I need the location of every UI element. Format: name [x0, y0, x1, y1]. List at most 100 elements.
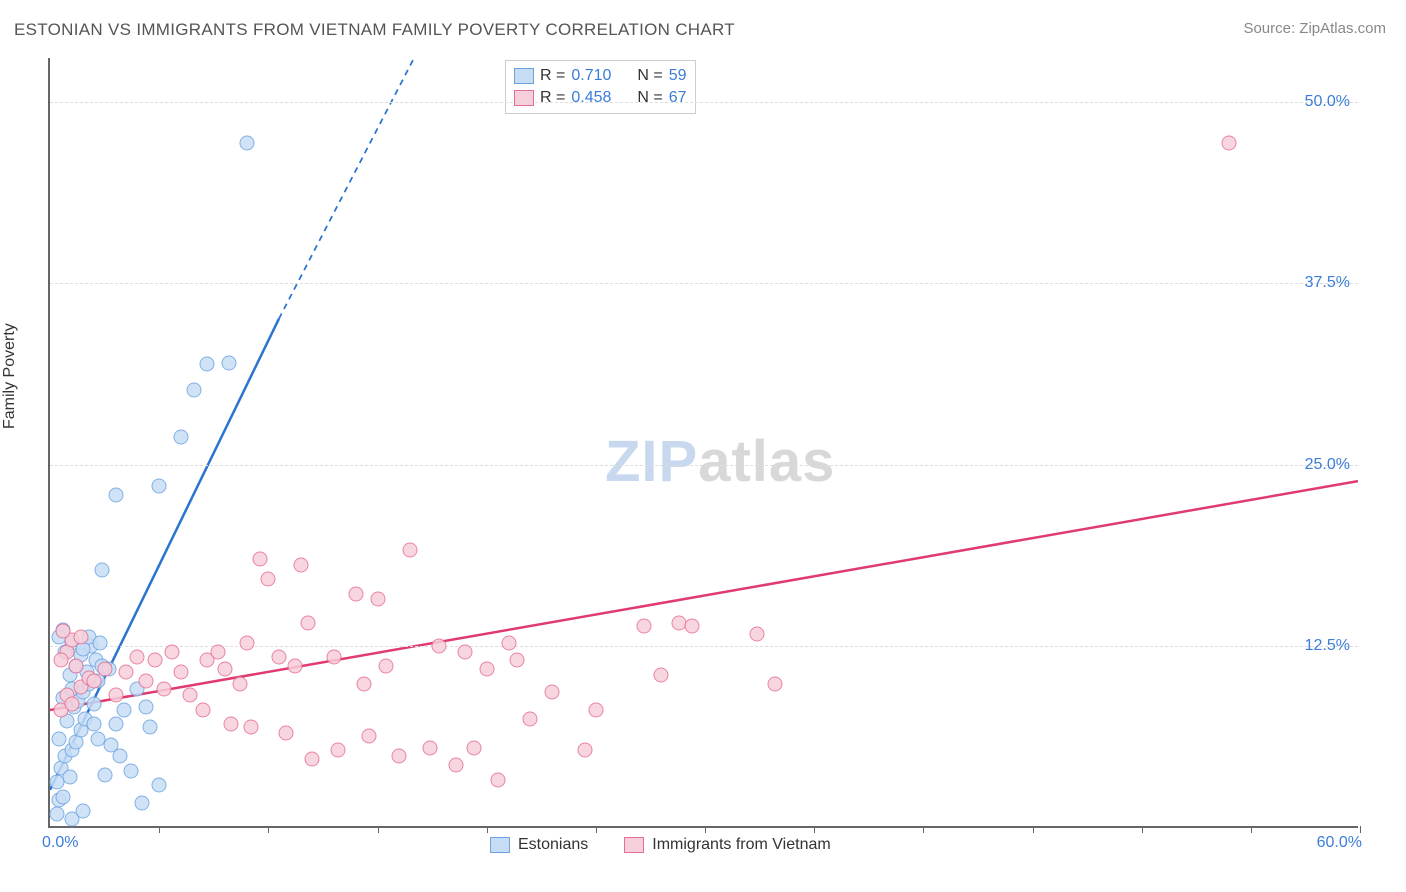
scatter-point-vietnam — [403, 542, 418, 557]
gridline-h — [50, 465, 1358, 466]
r-label: R = — [540, 89, 565, 107]
scatter-point-estonians — [112, 749, 127, 764]
legend-row-estonians: R = 0.710 N = 59 — [514, 65, 687, 87]
scatter-point-vietnam — [239, 635, 254, 650]
scatter-point-vietnam — [361, 728, 376, 743]
scatter-point-vietnam — [510, 653, 525, 668]
chart-title: ESTONIAN VS IMMIGRANTS FROM VIETNAM FAMI… — [14, 20, 735, 40]
plot-area: ZIPatlas R = 0.710 N = 59 R = 0.458 N = … — [48, 58, 1358, 828]
swatch-estonians — [490, 837, 510, 853]
scatter-point-vietnam — [750, 627, 765, 642]
n-value-vietnam: 67 — [669, 89, 687, 107]
gridline-h — [50, 102, 1358, 103]
scatter-point-vietnam — [86, 673, 101, 688]
scatter-point-vietnam — [392, 749, 407, 764]
x-tick — [1251, 826, 1252, 833]
scatter-point-estonians — [152, 479, 167, 494]
r-value-estonians: 0.710 — [571, 67, 611, 85]
scatter-point-estonians — [93, 635, 108, 650]
scatter-point-vietnam — [357, 676, 372, 691]
scatter-point-estonians — [152, 778, 167, 793]
y-axis-label: Family Poverty — [1, 323, 19, 429]
scatter-point-estonians — [62, 769, 77, 784]
scatter-point-vietnam — [326, 650, 341, 665]
scatter-point-vietnam — [56, 624, 71, 639]
scatter-point-vietnam — [261, 572, 276, 587]
scatter-point-vietnam — [195, 702, 210, 717]
scatter-point-vietnam — [767, 676, 782, 691]
n-label: N = — [637, 89, 662, 107]
scatter-point-estonians — [143, 720, 158, 735]
scatter-point-vietnam — [300, 615, 315, 630]
r-value-vietnam: 0.458 — [571, 89, 611, 107]
x-tick — [596, 826, 597, 833]
scatter-point-estonians — [117, 702, 132, 717]
scatter-point-estonians — [123, 763, 138, 778]
scatter-point-vietnam — [119, 665, 134, 680]
scatter-point-estonians — [174, 429, 189, 444]
scatter-point-vietnam — [224, 717, 239, 732]
scatter-point-vietnam — [174, 665, 189, 680]
scatter-point-vietnam — [577, 743, 592, 758]
x-tick — [923, 826, 924, 833]
y-tick-label: 12.5% — [1305, 637, 1350, 655]
scatter-point-vietnam — [69, 659, 84, 674]
x-max-label: 60.0% — [1317, 834, 1362, 852]
swatch-estonians — [514, 68, 534, 84]
x-origin-label: 0.0% — [42, 834, 78, 852]
x-tick — [1360, 826, 1361, 833]
scatter-point-vietnam — [422, 740, 437, 755]
scatter-point-vietnam — [139, 673, 154, 688]
scatter-point-vietnam — [53, 653, 68, 668]
scatter-point-vietnam — [501, 635, 516, 650]
scatter-point-vietnam — [272, 650, 287, 665]
n-value-estonians: 59 — [669, 67, 687, 85]
scatter-point-vietnam — [379, 659, 394, 674]
scatter-point-estonians — [56, 789, 71, 804]
gridline-h — [50, 283, 1358, 284]
scatter-point-estonians — [95, 563, 110, 578]
legend-label-estonians: Estonians — [518, 836, 588, 854]
scatter-point-vietnam — [1222, 136, 1237, 151]
swatch-vietnam — [514, 90, 534, 106]
legend-label-vietnam: Immigrants from Vietnam — [652, 836, 830, 854]
scatter-point-vietnam — [211, 644, 226, 659]
scatter-point-estonians — [187, 383, 202, 398]
scatter-point-vietnam — [457, 644, 472, 659]
scatter-point-vietnam — [243, 720, 258, 735]
scatter-point-estonians — [139, 699, 154, 714]
r-label: R = — [540, 67, 565, 85]
scatter-point-vietnam — [370, 592, 385, 607]
scatter-point-vietnam — [108, 688, 123, 703]
x-tick — [814, 826, 815, 833]
source-label: Source: ZipAtlas.com — [1243, 20, 1386, 37]
scatter-point-vietnam — [232, 676, 247, 691]
watermark: ZIPatlas — [605, 428, 835, 495]
watermark-zip: ZIP — [605, 429, 698, 494]
scatter-point-vietnam — [130, 650, 145, 665]
scatter-point-vietnam — [479, 662, 494, 677]
scatter-point-vietnam — [636, 618, 651, 633]
x-tick — [268, 826, 269, 833]
legend-correlation: R = 0.710 N = 59 R = 0.458 N = 67 — [505, 60, 696, 114]
scatter-point-estonians — [108, 487, 123, 502]
scatter-point-vietnam — [684, 618, 699, 633]
scatter-point-estonians — [75, 804, 90, 819]
scatter-point-vietnam — [654, 667, 669, 682]
x-tick — [159, 826, 160, 833]
n-label: N = — [637, 67, 662, 85]
scatter-point-vietnam — [165, 644, 180, 659]
scatter-point-vietnam — [147, 653, 162, 668]
trend-lines — [50, 58, 1358, 826]
scatter-point-vietnam — [294, 557, 309, 572]
scatter-point-vietnam — [156, 682, 171, 697]
scatter-point-vietnam — [252, 551, 267, 566]
scatter-point-estonians — [91, 731, 106, 746]
scatter-point-estonians — [134, 795, 149, 810]
scatter-point-vietnam — [73, 630, 88, 645]
scatter-point-vietnam — [217, 662, 232, 677]
scatter-point-vietnam — [449, 757, 464, 772]
scatter-point-estonians — [97, 768, 112, 783]
scatter-point-estonians — [222, 355, 237, 370]
scatter-point-estonians — [239, 136, 254, 151]
